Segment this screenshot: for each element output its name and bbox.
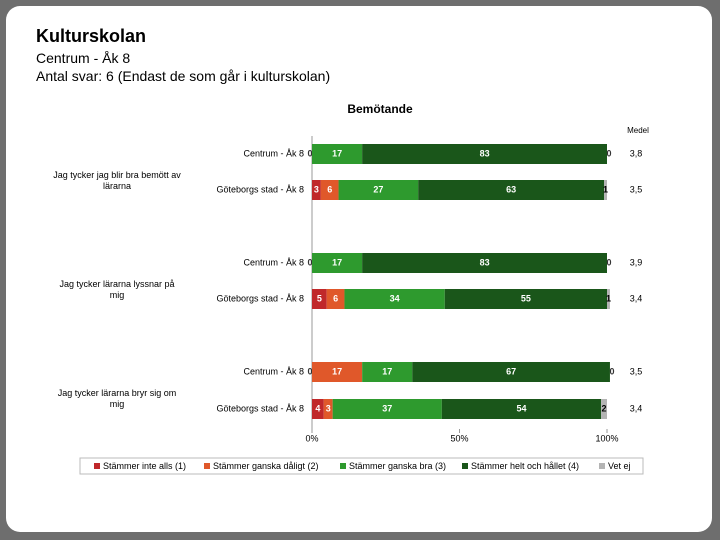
data-label: 6 bbox=[327, 184, 332, 194]
data-label: 17 bbox=[332, 257, 342, 267]
data-label: 0 bbox=[606, 148, 611, 158]
data-label: 34 bbox=[390, 293, 400, 303]
note: Antal svar: 6 (Endast de som går i kultu… bbox=[36, 68, 331, 84]
data-label: 6 bbox=[333, 293, 338, 303]
legend-swatch bbox=[599, 463, 605, 469]
data-label: 63 bbox=[506, 184, 516, 194]
bar-segment bbox=[607, 289, 610, 309]
row-label: Centrum - Åk 8 bbox=[243, 366, 304, 376]
bar-segment bbox=[320, 180, 339, 200]
legend-swatch bbox=[340, 463, 346, 469]
bar-segment bbox=[444, 289, 607, 309]
legend-label: Stämmer ganska bra (3) bbox=[349, 461, 446, 471]
data-label: 3 bbox=[314, 184, 319, 194]
mean-title: Medel bbox=[627, 126, 649, 135]
row-label: Göteborgs stad - Åk 8 bbox=[216, 184, 304, 194]
data-label: 83 bbox=[480, 148, 490, 158]
bar-segment bbox=[441, 399, 602, 419]
bar-segment bbox=[312, 399, 324, 419]
mean-label: 3,5 bbox=[630, 366, 643, 376]
row-label: Centrum - Åk 8 bbox=[243, 257, 304, 267]
data-label: 17 bbox=[332, 148, 342, 158]
bar-segment bbox=[326, 289, 345, 309]
bar-segment bbox=[362, 253, 607, 273]
subtitle: Centrum - Åk 8 bbox=[36, 50, 131, 66]
bar-segment bbox=[418, 180, 605, 200]
mean-label: 3,9 bbox=[630, 257, 643, 267]
data-label: 0 bbox=[307, 257, 312, 267]
x-tick-label: 0% bbox=[305, 433, 318, 443]
mean-label: 3,4 bbox=[630, 403, 643, 413]
legend-label: Stämmer ganska dåligt (2) bbox=[213, 461, 319, 471]
data-label: 37 bbox=[382, 403, 392, 413]
mean-label: 3,5 bbox=[630, 184, 643, 194]
mean-label: 3,8 bbox=[630, 148, 643, 158]
legend-label: Stämmer inte alls (1) bbox=[103, 461, 186, 471]
data-label: 2 bbox=[602, 403, 607, 413]
bar-segment bbox=[332, 399, 442, 419]
data-label: 0 bbox=[307, 366, 312, 376]
row-label: Göteborgs stad - Åk 8 bbox=[216, 403, 304, 413]
bar-segment bbox=[344, 289, 445, 309]
data-label: 55 bbox=[521, 293, 531, 303]
bar-segment bbox=[312, 362, 363, 382]
bar-segment bbox=[362, 362, 413, 382]
title: Kulturskolan bbox=[36, 26, 147, 46]
row-label: Göteborgs stad - Åk 8 bbox=[216, 293, 304, 303]
data-label: 4 bbox=[315, 403, 320, 413]
legend-swatch bbox=[94, 463, 100, 469]
data-label: 67 bbox=[506, 366, 516, 376]
bar-segment bbox=[323, 399, 333, 419]
data-label: 27 bbox=[373, 184, 383, 194]
x-tick-label: 100% bbox=[595, 433, 618, 443]
data-label: 54 bbox=[516, 403, 526, 413]
chart-title: Bemötande bbox=[347, 102, 413, 116]
bar-segment bbox=[362, 144, 607, 164]
question-label: Jag tycker lärarna bryr sig om mig bbox=[57, 388, 177, 409]
data-label: 5 bbox=[317, 293, 322, 303]
bar-segment bbox=[312, 289, 327, 309]
mean-label: 3,4 bbox=[630, 293, 643, 303]
question-label: Jag tycker lärarna lyssnar på mig bbox=[59, 279, 175, 300]
legend-label: Stämmer helt och hållet (4) bbox=[471, 461, 579, 471]
data-label: 83 bbox=[480, 257, 490, 267]
data-label: 17 bbox=[332, 366, 342, 376]
legend-box bbox=[79, 457, 644, 475]
bar-segment bbox=[312, 144, 363, 164]
data-label: 0 bbox=[606, 257, 611, 267]
legend-label: Vet ej bbox=[608, 461, 631, 471]
data-label: 17 bbox=[382, 366, 392, 376]
question-label: Jag tycker jag blir bra bemött av lärarn… bbox=[53, 170, 181, 191]
row-label: Centrum - Åk 8 bbox=[243, 148, 304, 158]
x-tick-label: 50% bbox=[450, 433, 468, 443]
bar-segment bbox=[604, 180, 607, 200]
data-label: 3 bbox=[326, 403, 331, 413]
data-label: 1 bbox=[603, 184, 608, 194]
data-label: 0 bbox=[609, 366, 614, 376]
data-label: 0 bbox=[307, 148, 312, 158]
bar-segment bbox=[338, 180, 419, 200]
bar-segment bbox=[312, 180, 321, 200]
legend-swatch bbox=[462, 463, 468, 469]
bar-segment bbox=[312, 253, 363, 273]
legend-swatch bbox=[204, 463, 210, 469]
bar-segment bbox=[412, 362, 610, 382]
data-label: 1 bbox=[606, 293, 611, 303]
bar-segment bbox=[601, 399, 607, 419]
slide: Kulturskolan Centrum - Åk 8 Antal svar: … bbox=[6, 6, 712, 532]
